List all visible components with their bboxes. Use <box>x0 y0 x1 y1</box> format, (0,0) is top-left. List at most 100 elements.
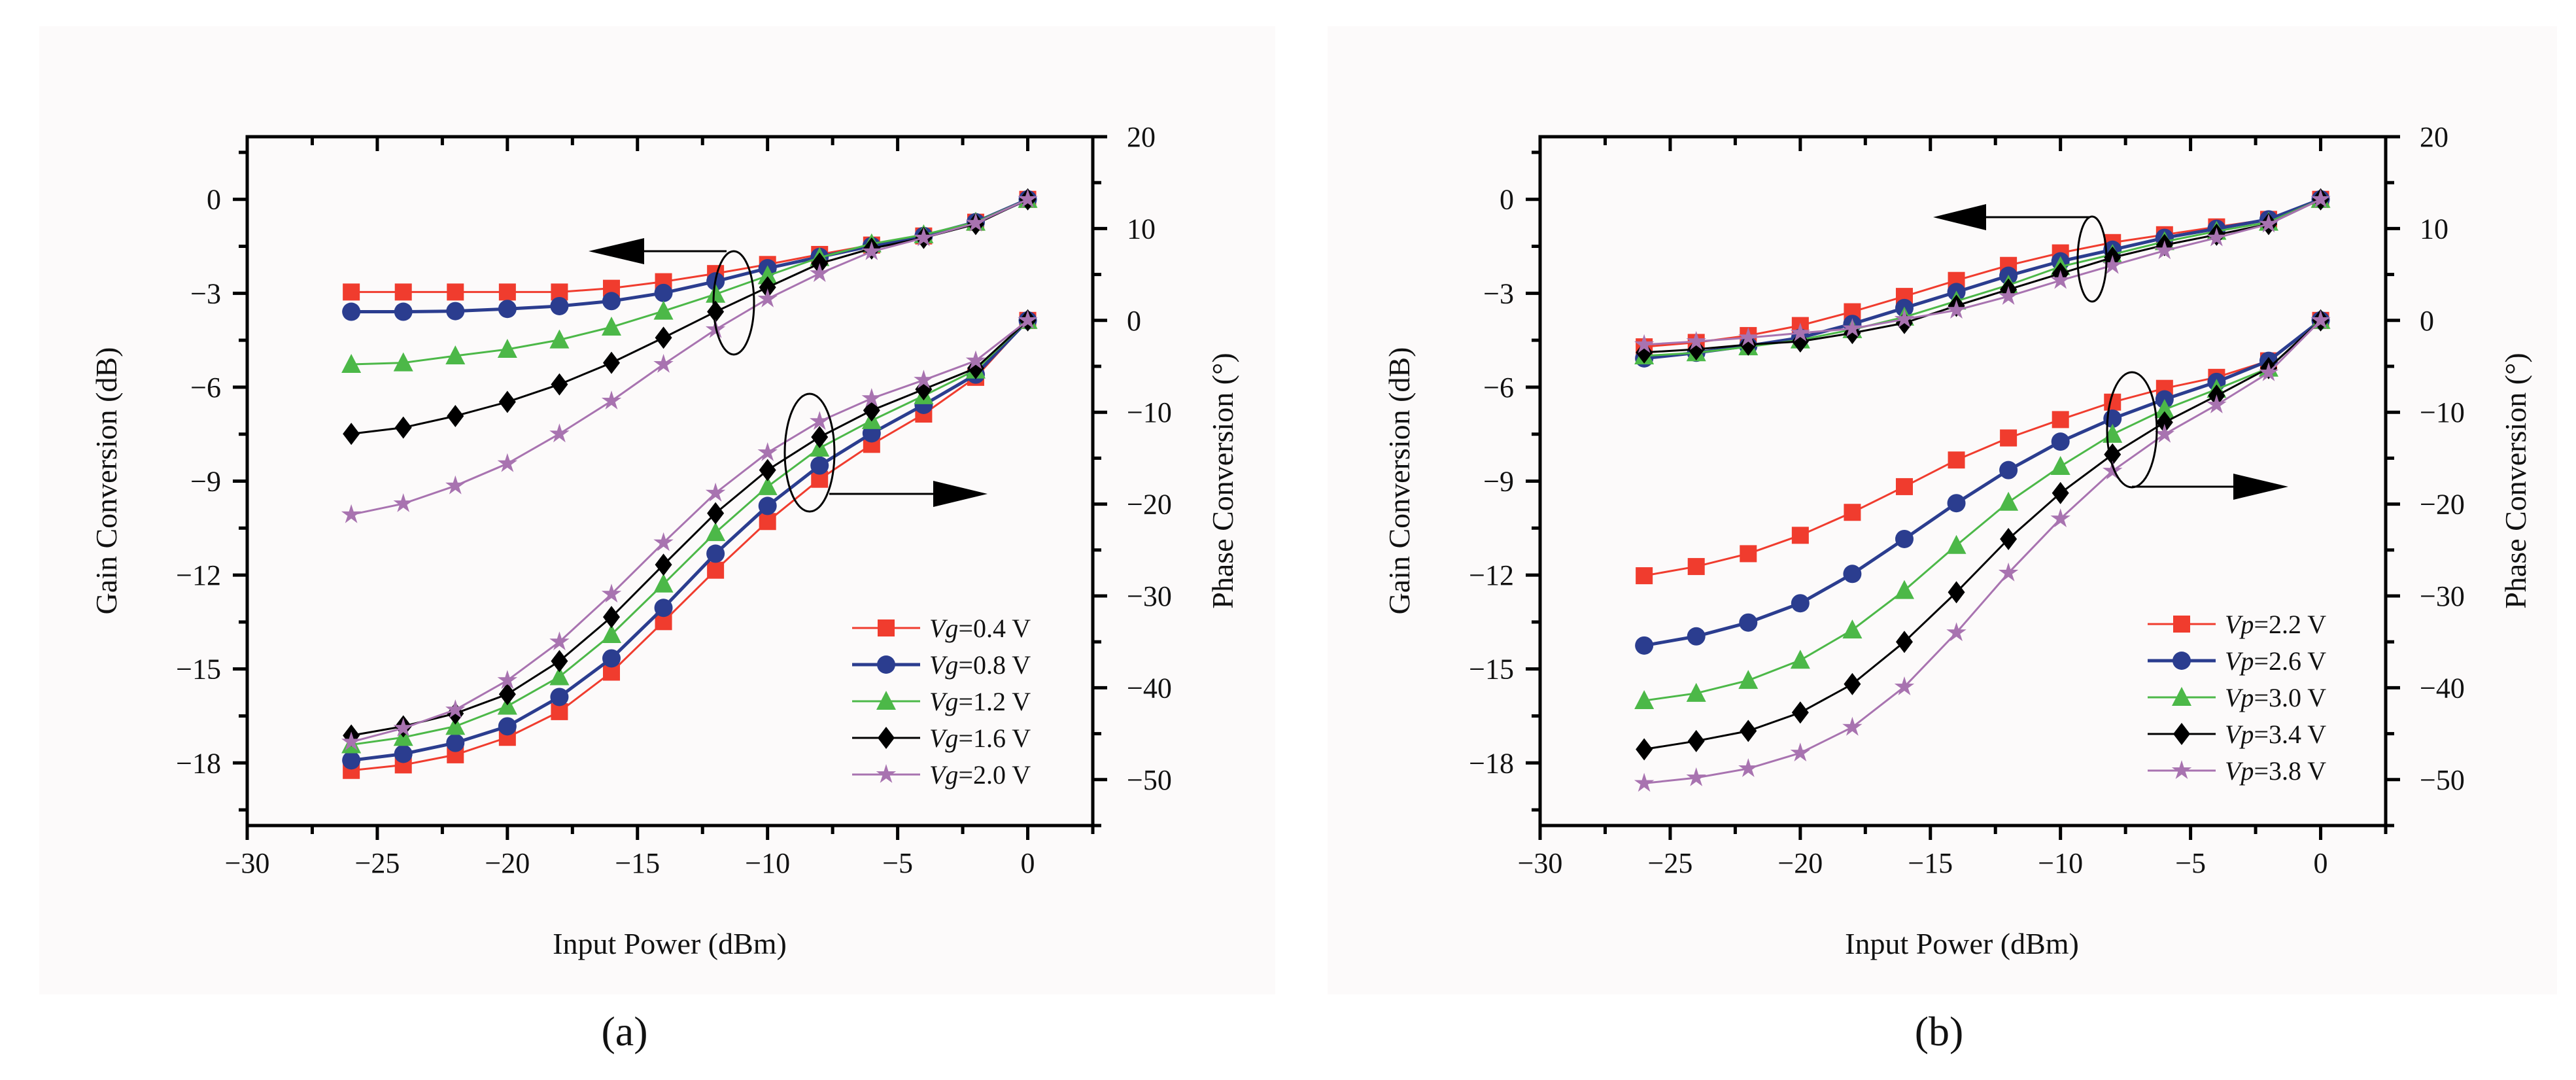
legend-label: Vg=0.4 V <box>929 614 1031 643</box>
y2-tick-label: −30 <box>2420 580 2465 612</box>
diamond-marker <box>2052 481 2069 504</box>
y-axis-title: Gain Conversion (dB) <box>1382 347 1416 615</box>
y-tick-label: 0 <box>1500 184 1514 216</box>
square-marker <box>1636 567 1653 585</box>
diamond-marker <box>2000 527 2018 550</box>
star-marker <box>1686 331 1706 350</box>
gain-series-line <box>351 198 1029 366</box>
diamond-marker <box>707 300 725 323</box>
diamond-marker <box>878 727 895 749</box>
triangle-marker <box>2172 687 2191 706</box>
y-tick-label: −18 <box>176 747 221 779</box>
star-marker <box>1842 716 1863 736</box>
gain-series-line <box>1644 198 2322 354</box>
diamond-marker <box>1948 581 1965 604</box>
legend: Vg=0.4 V Vg=0.8 V Vg=1.2 V Vg=1.6 V Vg=2.0 V <box>852 614 1031 790</box>
star-marker <box>810 263 830 283</box>
triangle-marker <box>1634 690 1655 710</box>
circle-marker <box>2051 432 2070 451</box>
square-marker <box>878 619 895 636</box>
circle-marker <box>1739 613 1758 632</box>
triangle-marker <box>601 317 621 336</box>
y-tick-label: −12 <box>1469 559 1514 591</box>
star-marker <box>341 504 362 523</box>
star-marker <box>2103 461 2123 479</box>
star-marker <box>1946 622 1966 642</box>
square-marker <box>1895 478 1913 495</box>
legend: Vp=2.2 V Vp=2.6 V Vp=3.0 V Vp=3.4 V Vp=3.8 V <box>2148 610 2326 786</box>
y-tick-label: −6 <box>1483 372 1514 404</box>
triangle-marker <box>341 353 362 373</box>
left-arrow-icon <box>589 238 644 264</box>
left-arrow-icon <box>1933 204 1986 230</box>
circle-marker <box>1635 636 1654 655</box>
x-tick-label: −15 <box>615 847 660 879</box>
y-tick-label: −15 <box>176 653 221 686</box>
circle-marker <box>498 300 517 319</box>
triangle-marker <box>1790 650 1810 669</box>
y2-tick-label: −40 <box>1127 672 1172 704</box>
triangle-marker <box>497 338 517 358</box>
circle-marker <box>394 744 413 763</box>
x-axis-title: Input Power (dBm) <box>1845 927 2079 960</box>
circle-marker <box>2172 652 2191 670</box>
square-marker <box>2173 616 2190 633</box>
star-marker <box>601 391 622 409</box>
star-marker <box>1686 767 1706 786</box>
y-tick-label: −6 <box>190 372 221 404</box>
circle-marker <box>810 456 829 475</box>
gain-group-ellipse <box>712 250 755 356</box>
diamond-marker <box>498 391 516 413</box>
square-marker <box>498 283 516 301</box>
y-tick-label: −3 <box>190 277 221 309</box>
square-marker <box>1740 545 1757 563</box>
diamond-marker <box>1895 631 1913 653</box>
legend-label: Vg=0.8 V <box>929 650 1031 680</box>
triangle-marker <box>653 300 674 320</box>
diamond-marker <box>811 426 829 449</box>
triangle-marker <box>549 329 570 349</box>
y-tick-label: −18 <box>1469 747 1514 779</box>
phase-series-line <box>1643 319 2322 702</box>
star-marker <box>497 453 518 472</box>
diamond-marker <box>655 553 672 576</box>
square-marker <box>759 513 776 531</box>
triangle-marker <box>2050 456 2070 476</box>
circle-marker <box>706 544 725 563</box>
star-marker <box>2258 213 2279 233</box>
star-marker <box>2310 309 2331 329</box>
diamond-marker <box>2155 411 2173 434</box>
x-tick-label: −5 <box>882 847 913 879</box>
circle-marker <box>446 302 465 321</box>
triangle-marker <box>706 283 726 303</box>
star-marker <box>1018 188 1038 208</box>
star-marker <box>914 370 934 389</box>
diamond-marker <box>1687 338 1705 360</box>
y2-tick-label: −10 <box>2420 396 2465 428</box>
diamond-marker <box>551 373 568 396</box>
y2-tick-label: −40 <box>2420 672 2465 704</box>
circle-marker <box>342 751 361 770</box>
phase-series-line <box>1643 319 2322 750</box>
star-marker <box>2310 188 2331 208</box>
circle-marker <box>394 302 413 321</box>
diamond-marker <box>1740 333 1757 356</box>
diamond-marker <box>655 326 672 349</box>
star-marker <box>1894 309 1915 328</box>
star-marker <box>1790 322 1811 341</box>
star-marker <box>2050 508 2070 527</box>
panel-label: (a) <box>601 1008 647 1054</box>
right-arrow-icon <box>2233 474 2288 500</box>
legend-label: Vg=1.2 V <box>929 687 1031 716</box>
phase-group-ellipse <box>783 392 836 513</box>
circle-marker <box>498 717 517 736</box>
star-marker <box>549 423 570 443</box>
gain-group-ellipse <box>2076 215 2108 303</box>
triangle-marker <box>1738 670 1759 689</box>
star-marker <box>965 213 986 232</box>
star-marker <box>393 718 413 737</box>
square-marker <box>447 283 464 301</box>
x-tick-label: −30 <box>225 847 270 879</box>
star-marker <box>2258 362 2279 381</box>
